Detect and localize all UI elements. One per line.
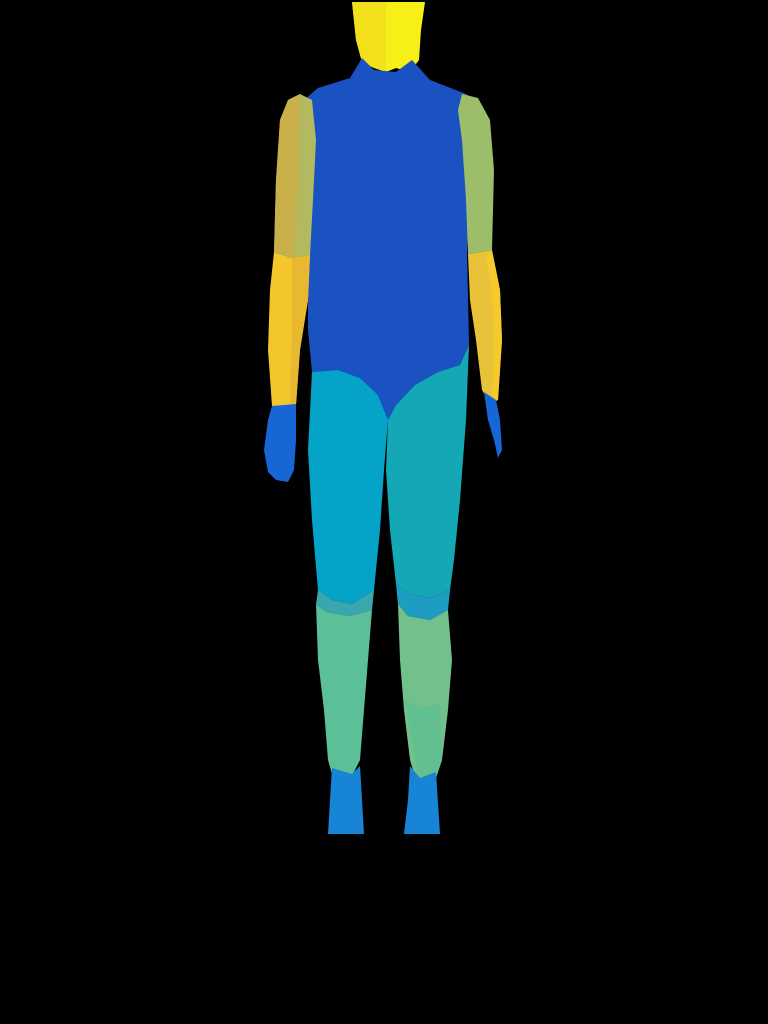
foot-left-of-image — [328, 766, 364, 834]
lower-leg-left-of-image — [316, 604, 372, 776]
torso — [304, 58, 476, 420]
knee-left-of-image — [316, 590, 374, 616]
thigh-left-of-image — [308, 370, 388, 604]
upper-arm-right-of-image — [458, 94, 494, 254]
forearm-left-of-image-inner — [290, 255, 310, 405]
hand-left-of-image — [264, 404, 296, 482]
thigh-right-of-image — [386, 345, 469, 598]
shin-right-of-image-inner — [404, 700, 442, 778]
knee-right-of-image — [396, 584, 450, 620]
upper-arm-left-of-image-shade — [274, 94, 300, 256]
forearm-right-of-image-outer — [486, 250, 502, 402]
foot-right-of-image — [404, 766, 440, 834]
head-left-half — [352, 2, 386, 72]
hand-right-of-image — [484, 392, 502, 458]
